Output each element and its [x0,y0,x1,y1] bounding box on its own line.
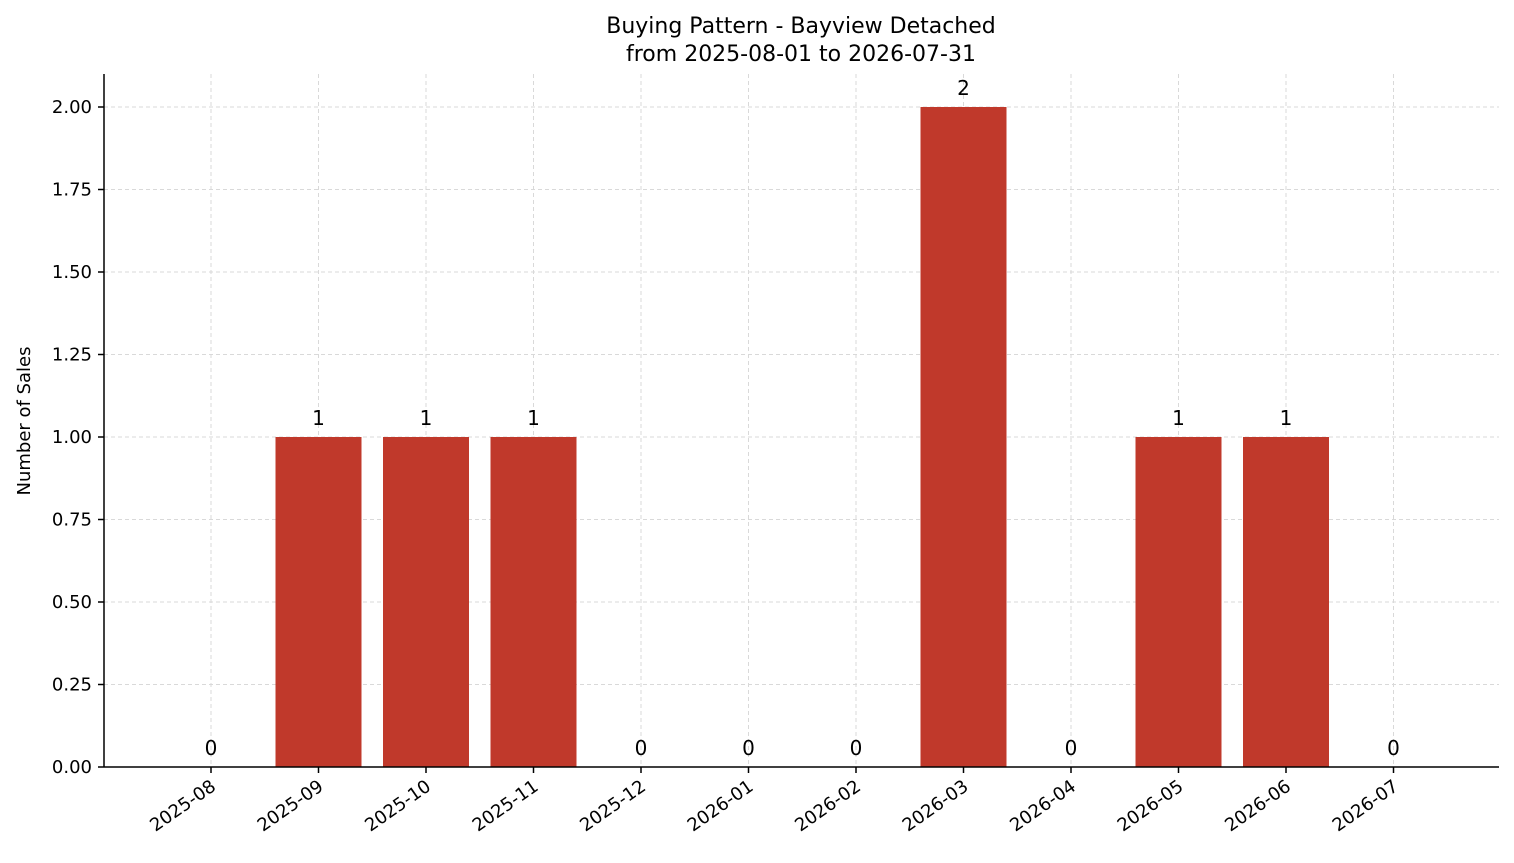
y-axis-label: Number of Sales [14,346,35,495]
x-tick-label: 2025-10 [361,776,435,836]
y-tick-label: 1.50 [52,262,92,283]
x-tick-label: 2026-07 [1329,776,1403,836]
data-label-2026-01: 0 [742,736,755,760]
x-tick-label: 2026-06 [1221,776,1295,836]
x-tick-label: 2025-12 [576,776,650,836]
data-label-2025-09: 1 [312,406,325,430]
data-label-2025-12: 0 [635,736,648,760]
bar-2025-10 [383,437,469,767]
y-axis-ticks: 0.00 0.25 0.50 0.75 1.00 1.25 1.50 1.75 2.00 [52,97,104,778]
data-label-2025-11: 1 [527,406,540,430]
x-tick-label: 2025-09 [254,776,328,836]
bar-2026-03 [920,107,1007,767]
x-axis-ticks: 2025-08 2025-09 2025-10 2025-11 2025-12 2026-… [146,767,1402,836]
x-tick-label: 2026-02 [791,776,865,836]
chart-title: Buying Pattern - Bayview Detached [606,14,996,39]
data-label-2026-07: 0 [1387,736,1400,760]
data-label-2026-03: 2 [957,76,970,100]
x-tick-label: 2026-05 [1114,776,1188,836]
bar-2025-09 [275,437,362,767]
chart-title-group: Buying Pattern - Bayview Detached from 2… [606,14,996,67]
x-tick-label: 2026-04 [1006,776,1080,836]
x-tick-label: 2026-03 [899,776,973,836]
y-tick-label: 0.75 [52,510,92,531]
data-label-2025-10: 1 [420,406,433,430]
x-tick-label: 2025-11 [469,776,543,836]
y-tick-label: 0.50 [52,592,92,613]
y-tick-label: 1.00 [52,427,92,448]
y-tick-label: 2.00 [52,97,92,118]
y-tick-label: 1.75 [52,180,92,201]
data-label-2026-06: 1 [1280,406,1293,430]
bar-2025-11 [490,437,577,767]
x-tick-label: 2025-08 [146,776,220,836]
data-label-2025-08: 0 [205,736,218,760]
y-tick-label: 1.25 [52,345,92,366]
bar-2026-05 [1135,437,1222,767]
y-tick-label: 0.00 [52,757,92,778]
data-label-2026-04: 0 [1065,736,1078,760]
y-tick-label: 0.25 [52,675,92,696]
data-label-2026-02: 0 [850,736,863,760]
bars-layer [275,107,1329,767]
data-label-2026-05: 1 [1172,406,1185,430]
chart-subtitle: from 2025-08-01 to 2026-07-31 [626,42,976,67]
value-labels-layer: 0 1 1 1 0 0 0 2 0 1 1 0 [205,76,1400,760]
x-tick-label: 2026-01 [684,776,758,836]
bar-2026-06 [1243,437,1329,767]
